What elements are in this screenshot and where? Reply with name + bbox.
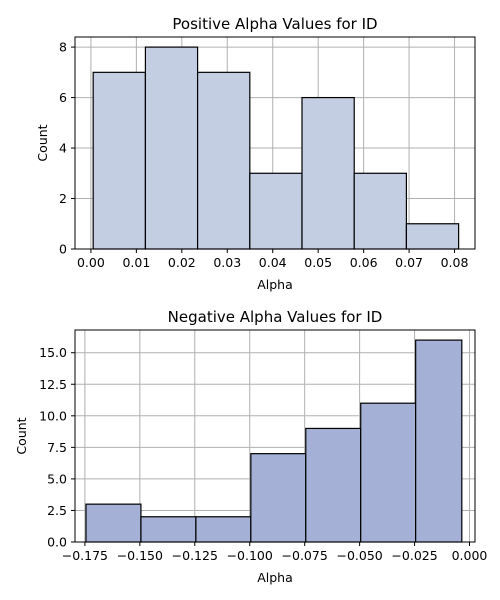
histogram-bar (353, 172, 408, 250)
negative-alpha-histogram: −0.175 −0.150 −0.125 −0.100 −0.075 −0.050 −0.0… (14, 308, 487, 585)
x-tick-label: −0.050 (336, 548, 382, 563)
histogram-bar (196, 71, 251, 250)
axes-frame (74, 329, 476, 543)
histogram-bar (360, 402, 417, 543)
x-tick-label: −0.075 (282, 548, 328, 563)
y-tick-label: 6 (59, 90, 67, 105)
x-tick-label: −0.100 (227, 548, 273, 563)
y-tick-label: 12.5 (39, 377, 67, 392)
histogram-bar (92, 71, 147, 250)
x-tick-label: 0.04 (259, 255, 287, 270)
x-tick-label: 0.03 (213, 255, 241, 270)
y-tick-label: 10.0 (39, 408, 67, 423)
y-tick-label: 15.0 (39, 345, 67, 360)
chart-title: Positive Alpha Values for ID (172, 15, 377, 33)
y-tick-label: 8 (59, 40, 67, 55)
histogram-bar (405, 223, 460, 250)
x-axis-label: Alpha (257, 277, 293, 292)
axes-frame (74, 36, 476, 250)
y-tick-label: 4 (59, 141, 67, 156)
y-tick-label: 7.5 (47, 440, 67, 455)
x-tick-label: 0.00 (77, 255, 105, 270)
histogram-bar (250, 453, 307, 543)
x-tick-label: 0.06 (350, 255, 378, 270)
histogram-bar (85, 503, 142, 543)
histogram-bar (301, 96, 355, 250)
y-tick-label: 5.0 (47, 471, 67, 486)
y-tick-label: 2 (59, 191, 67, 206)
x-axis-label: Alpha (257, 570, 293, 585)
x-tick-label: 0.07 (395, 255, 423, 270)
histogram-bar (415, 339, 463, 543)
y-tick-label: 0.0 (47, 535, 67, 550)
histogram-bar (140, 516, 197, 543)
x-tick-label: 0.05 (304, 255, 332, 270)
x-tick-label: −0.125 (172, 548, 218, 563)
positive-alpha-histogram: 0.00 0.01 0.02 0.03 0.04 0.05 0.06 0.07 0.08 0 2 4 6… (35, 15, 476, 292)
x-tick-label: 0.01 (122, 255, 150, 270)
y-tick-label: 0 (59, 242, 67, 257)
y-axis-label: Count (14, 417, 29, 454)
chart-title: Negative Alpha Values for ID (168, 308, 383, 326)
x-tick-label: 0.000 (452, 548, 488, 563)
x-tick-label: −0.150 (117, 548, 163, 563)
x-tick-label: −0.175 (62, 548, 108, 563)
histogram-bar (144, 46, 199, 250)
y-axis-label: Count (35, 124, 50, 161)
x-tick-label: −0.025 (391, 548, 437, 563)
y-tick-label: 2.5 (47, 503, 67, 518)
histogram-bar (195, 516, 252, 543)
x-tick-label: 0.08 (441, 255, 469, 270)
x-tick-label: 0.02 (168, 255, 196, 270)
histogram-bar (305, 427, 362, 543)
histogram-bar (249, 172, 303, 250)
